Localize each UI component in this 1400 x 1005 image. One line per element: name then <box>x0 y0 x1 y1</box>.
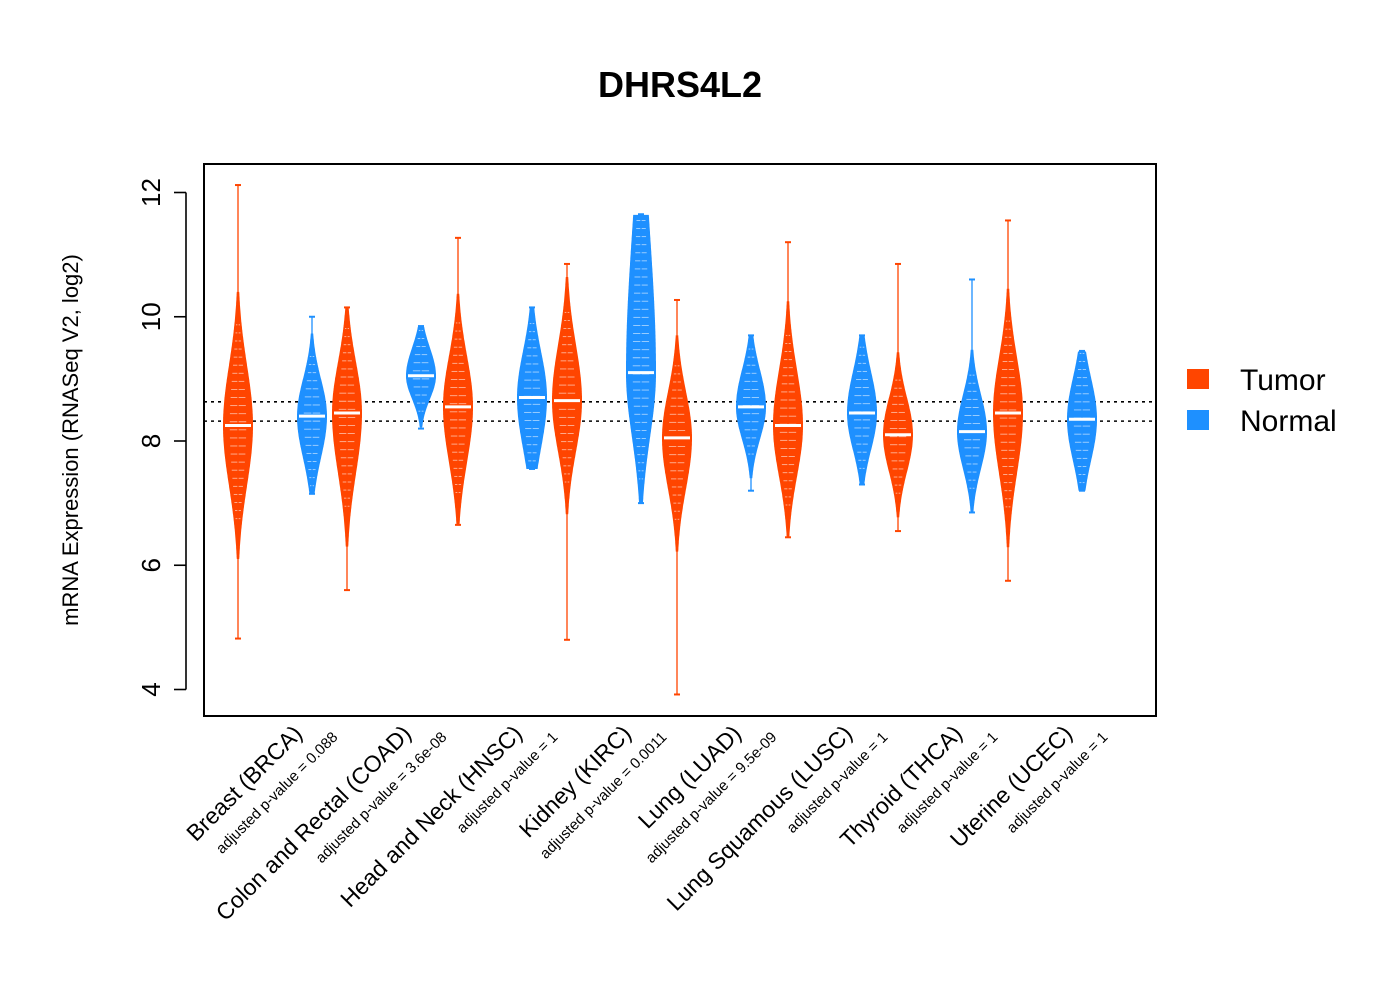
violin-normal-6 <box>847 334 877 486</box>
violin-tumor-7 <box>883 262 913 533</box>
violin-normal-3 <box>517 306 547 470</box>
y-axis: 4 6 8 10 12 <box>136 178 187 697</box>
violin-tumor-5 <box>662 298 692 696</box>
violin-tumor-1 <box>223 184 253 640</box>
y-tick-label-4: 4 <box>136 682 166 696</box>
legend: Tumor Normal <box>1187 364 1337 438</box>
plot-frame <box>203 163 1157 717</box>
legend-label-normal: Normal <box>1240 405 1337 438</box>
legend-swatch-normal <box>1187 410 1209 430</box>
violin-tumor-6 <box>773 241 803 539</box>
legend-swatch-tumor <box>1187 369 1209 389</box>
chart-title: DHRS4L2 <box>598 64 762 105</box>
y-tick-label-12: 12 <box>136 178 166 207</box>
x-axis-labels: Breast (BRCA)adjusted p-value = 0.088Col… <box>181 720 1111 925</box>
violin-normal-4 <box>626 213 656 505</box>
violins <box>223 184 1097 696</box>
y-axis-label: mRNA Expression (RNASeq V2, log2) <box>58 254 83 626</box>
violin-normal-1 <box>297 315 327 495</box>
y-tick-label-10: 10 <box>136 302 166 331</box>
y-tick-label-6: 6 <box>136 558 166 572</box>
violin-normal-7 <box>957 278 987 514</box>
violin-normal-8 <box>1067 349 1097 492</box>
y-tick-label-8: 8 <box>136 434 166 448</box>
violin-tumor-4 <box>552 262 582 641</box>
violin-tumor-2 <box>332 306 362 592</box>
violin-normal-5 <box>736 334 766 492</box>
legend-label-tumor: Tumor <box>1240 364 1326 397</box>
violin-tumor-3 <box>443 236 473 526</box>
violin-normal-2 <box>406 325 436 430</box>
violin-tumor-8 <box>993 219 1023 582</box>
